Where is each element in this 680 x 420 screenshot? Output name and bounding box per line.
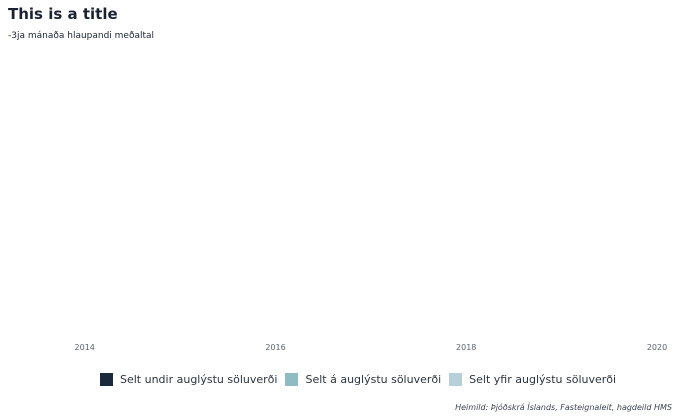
legend-item: Selt yfir auglýstu söluverði: [449, 373, 616, 386]
legend-label: Selt undir auglýstu söluverði: [120, 373, 278, 386]
legend-item: Selt undir auglýstu söluverði: [100, 373, 277, 386]
legend-swatch: [285, 373, 299, 386]
legend-label: Selt yfir auglýstu söluverði: [469, 373, 617, 386]
x-tick-label: 2018: [456, 343, 476, 352]
legend-label: Selt á auglýstu söluverði: [305, 373, 442, 386]
chart-subtitle: -3ja mánaða hlaupandi meðaltal: [8, 31, 155, 41]
x-tick-label: 2014: [75, 343, 95, 352]
legend: Selt undir auglýstu söluverði Selt á aug…: [100, 373, 624, 386]
legend-swatch: [449, 373, 463, 386]
x-tick-label: 2016: [265, 343, 285, 352]
source-caption: Heimild: Þjóðskrá Íslands, Fasteignaleit…: [455, 403, 672, 412]
x-axis-ticks: 2014 2016 2018 2020: [75, 343, 668, 352]
legend-swatch: [100, 373, 113, 386]
legend-item: Selt á auglýstu söluverði: [285, 373, 441, 386]
x-tick-label: 2020: [647, 343, 667, 352]
chart-title: This is a title: [8, 5, 118, 23]
